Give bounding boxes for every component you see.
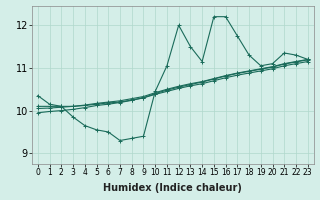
X-axis label: Humidex (Indice chaleur): Humidex (Indice chaleur) [103,183,242,193]
